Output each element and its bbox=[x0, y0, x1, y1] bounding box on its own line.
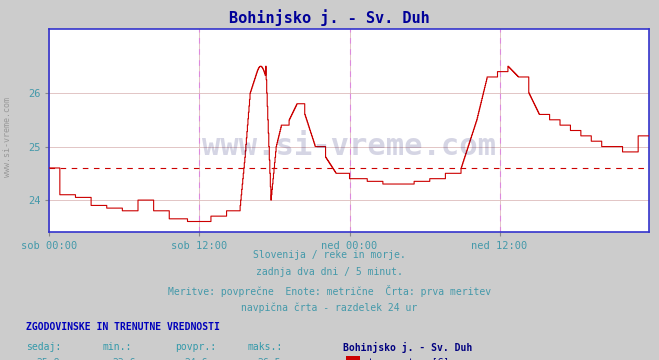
Text: temperatura[C]: temperatura[C] bbox=[367, 358, 449, 360]
Text: www.si-vreme.com: www.si-vreme.com bbox=[3, 97, 13, 177]
Text: povpr.:: povpr.: bbox=[175, 342, 215, 352]
Text: 25,8: 25,8 bbox=[36, 358, 60, 360]
Text: zadnja dva dni / 5 minut.: zadnja dva dni / 5 minut. bbox=[256, 267, 403, 278]
Text: min.:: min.: bbox=[102, 342, 132, 352]
Text: navpična črta - razdelek 24 ur: navpična črta - razdelek 24 ur bbox=[241, 302, 418, 312]
Text: Slovenija / reke in morje.: Slovenija / reke in morje. bbox=[253, 250, 406, 260]
Text: 24,6: 24,6 bbox=[185, 358, 208, 360]
Text: Bohinjsko j. - Sv. Duh: Bohinjsko j. - Sv. Duh bbox=[343, 342, 472, 353]
Text: www.si-vreme.com: www.si-vreme.com bbox=[202, 132, 496, 161]
Text: 23,6: 23,6 bbox=[112, 358, 136, 360]
Text: ZGODOVINSKE IN TRENUTNE VREDNOSTI: ZGODOVINSKE IN TRENUTNE VREDNOSTI bbox=[26, 322, 220, 332]
Text: maks.:: maks.: bbox=[247, 342, 282, 352]
Text: 26,5: 26,5 bbox=[257, 358, 281, 360]
Text: Meritve: povprečne  Enote: metrične  Črta: prva meritev: Meritve: povprečne Enote: metrične Črta:… bbox=[168, 285, 491, 297]
Text: Bohinjsko j. - Sv. Duh: Bohinjsko j. - Sv. Duh bbox=[229, 9, 430, 26]
Text: sedaj:: sedaj: bbox=[26, 342, 61, 352]
